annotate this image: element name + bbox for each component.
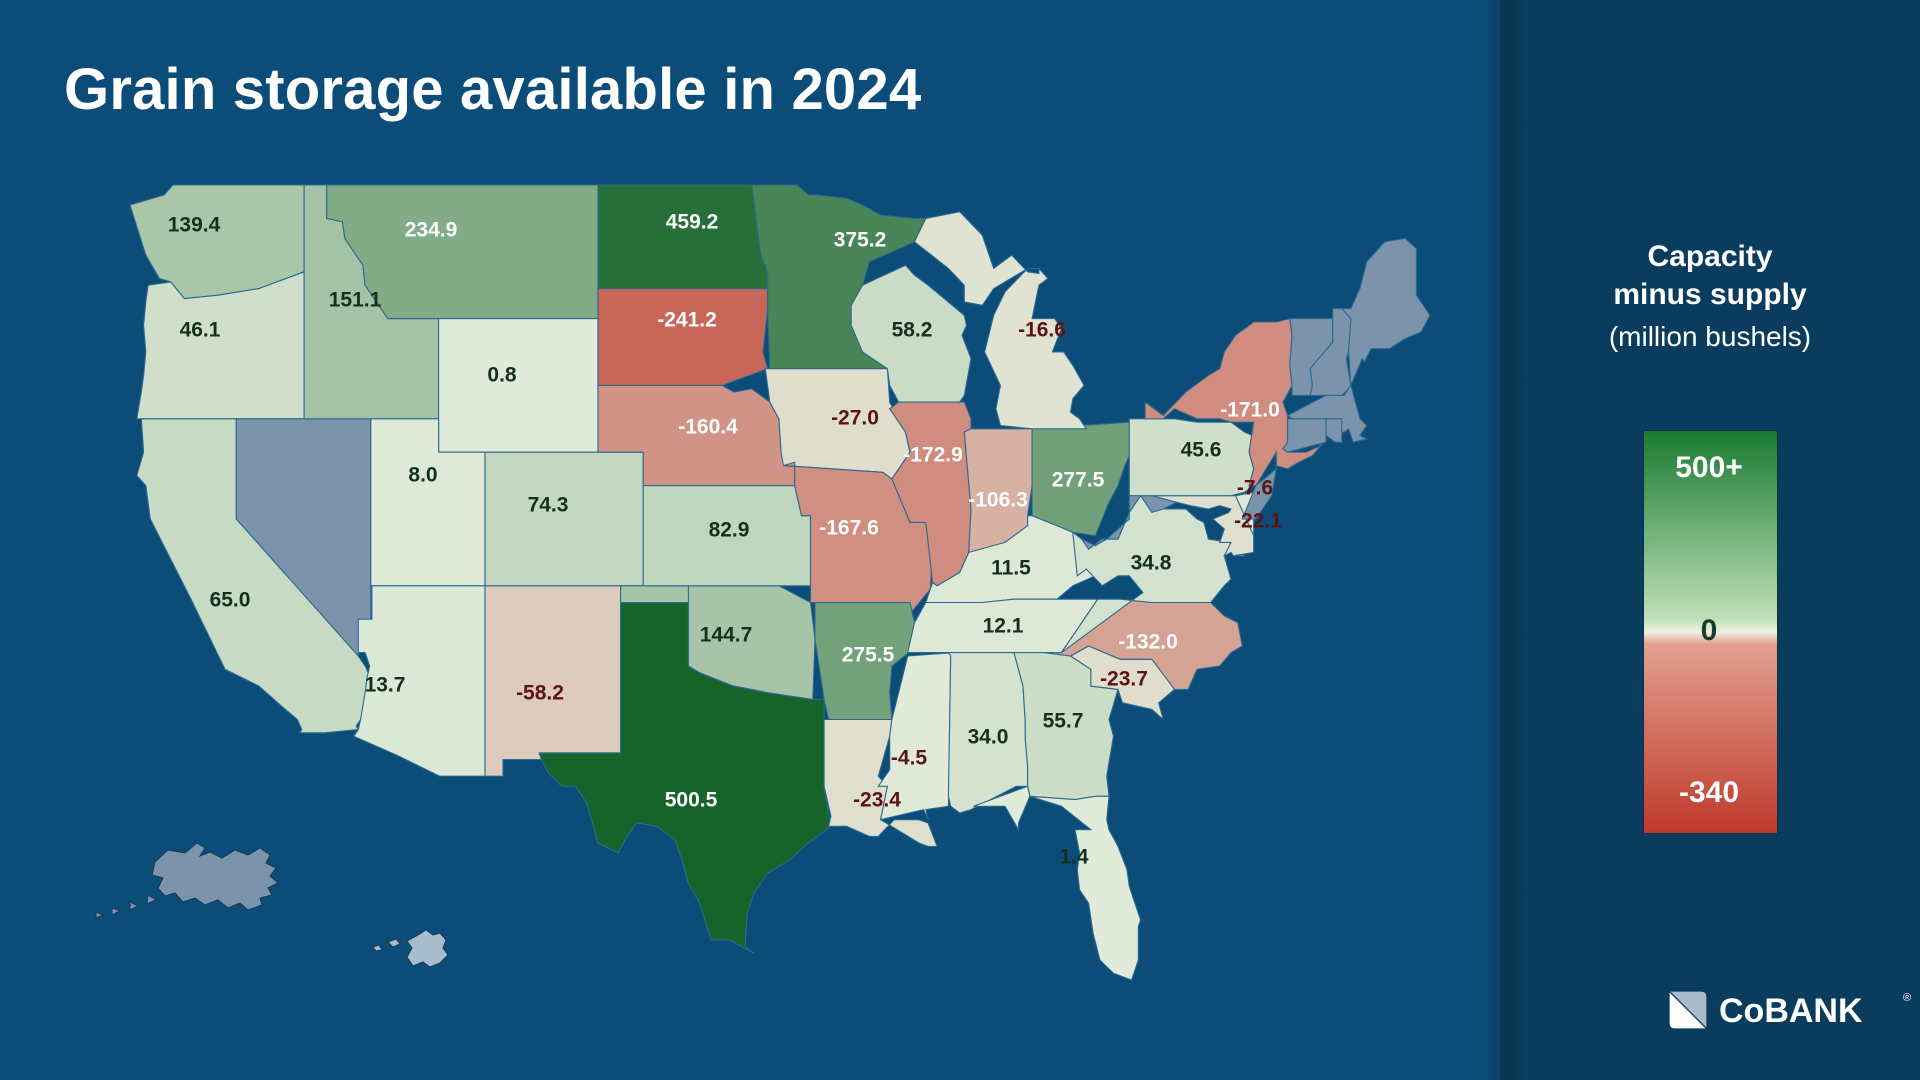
svg-text:®: ®: [1903, 992, 1911, 1004]
svg-text:CoBANK: CoBANK: [1719, 992, 1863, 1030]
